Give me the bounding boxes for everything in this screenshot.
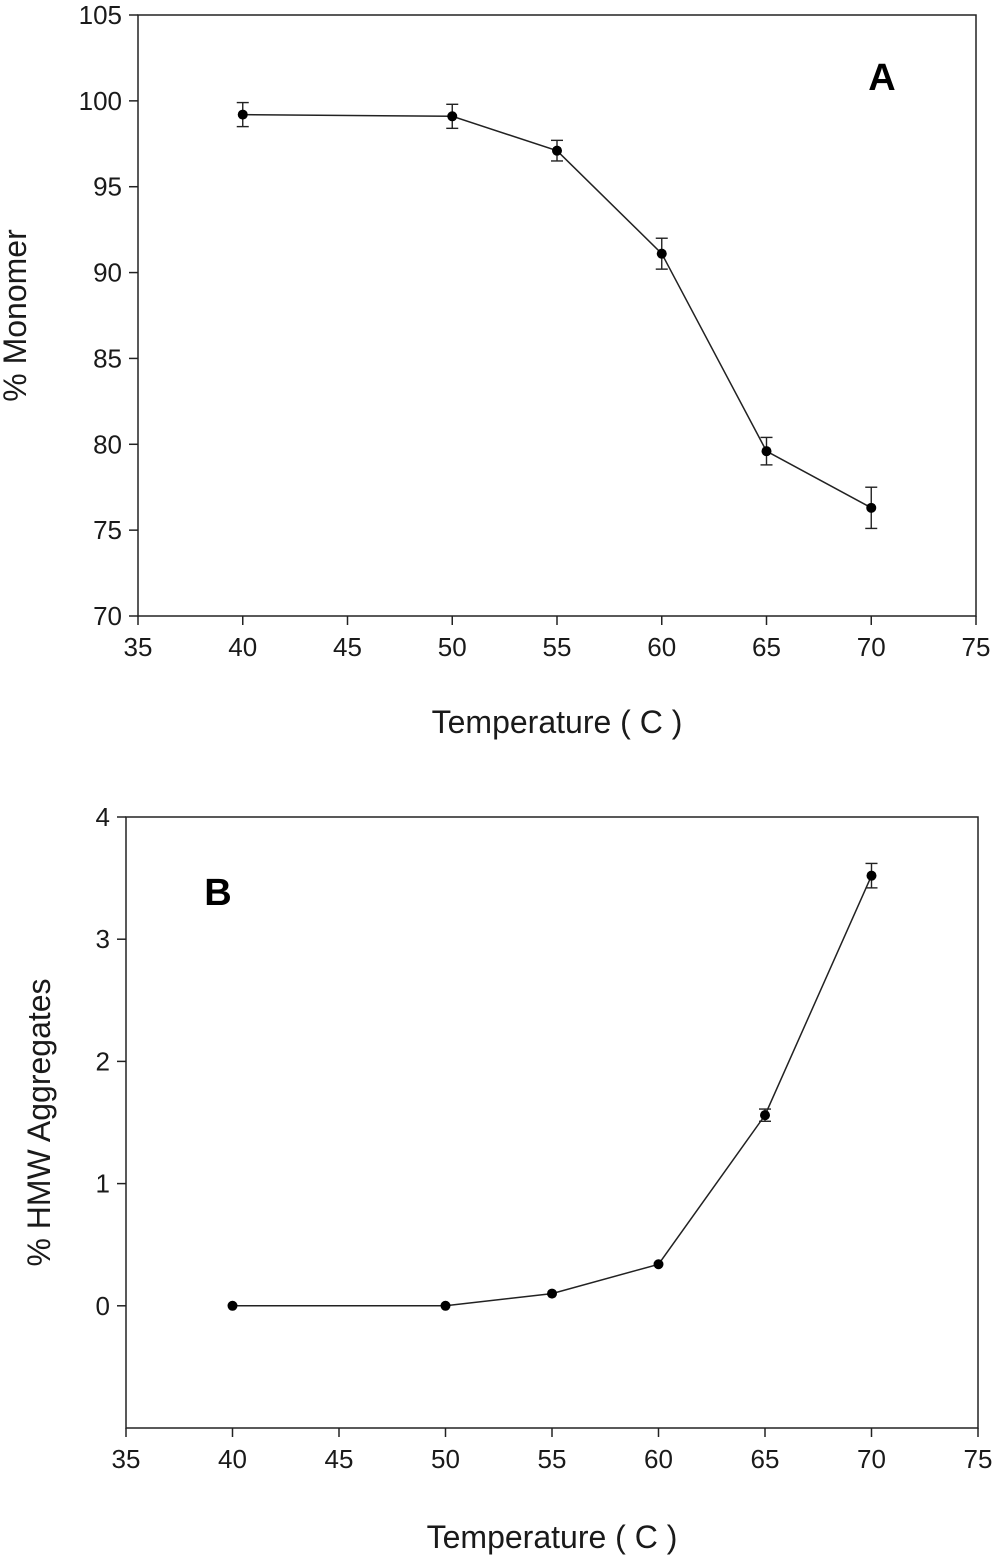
x-tick-label: 35: [124, 632, 153, 662]
y-tick-label: 105: [79, 0, 122, 30]
panel-label: B: [204, 872, 231, 914]
y-axis-title: % HMW Aggregates: [21, 978, 57, 1266]
x-tick-label: 55: [538, 1444, 567, 1474]
x-axis-title: Temperature ( C ): [427, 1519, 678, 1555]
x-tick-label: 55: [543, 632, 572, 662]
data-point: [547, 1288, 557, 1299]
series-line: [242, 113, 872, 509]
x-tick-label: 70: [857, 632, 886, 662]
x-tick-label: 45: [333, 632, 362, 662]
x-tick-label: 75: [964, 1444, 993, 1474]
x-tick-label: 70: [857, 1444, 886, 1474]
chart-panel-a: 35 40 45 50 55 60 65 70 75 70 75 80 85 90 95 100 105 Temp…: [0, 0, 990, 740]
y-tick-label: 75: [93, 515, 122, 545]
x-tick-label: 45: [325, 1444, 354, 1474]
x-tick-label: 75: [962, 632, 991, 662]
data-point: [866, 502, 877, 513]
y-tick-label: 0: [96, 1291, 110, 1321]
data-point: [656, 248, 667, 259]
y-tick-label: 85: [93, 343, 122, 373]
y-tick-label: 100: [79, 86, 122, 116]
data-point: [760, 1110, 770, 1121]
data-point: [653, 1259, 664, 1270]
chart-panel-b: 35 40 45 50 55 60 65 70 75 0 1 2 3 4 Temperature ( C )…: [21, 802, 992, 1555]
data-point: [761, 446, 772, 457]
x-tick-label: 50: [431, 1444, 460, 1474]
x-tick-label: 50: [438, 632, 467, 662]
y-tick-label: 1: [96, 1169, 110, 1199]
data-point: [440, 1300, 451, 1311]
y-tick-label: 80: [93, 429, 122, 459]
y-tick-label: 70: [93, 601, 122, 631]
x-tick-label: 60: [647, 632, 676, 662]
y-tick-label: 4: [96, 802, 110, 832]
x-tick-label: 60: [644, 1444, 673, 1474]
data-point: [866, 870, 877, 881]
x-tick-label: 40: [228, 632, 257, 662]
series-line: [232, 875, 873, 1307]
x-tick-label: 65: [752, 632, 781, 662]
x-tick-label: 40: [218, 1444, 247, 1474]
y-tick-label: 90: [93, 258, 122, 288]
y-tick-label: 95: [93, 172, 122, 202]
panel-label: A: [868, 57, 895, 99]
y-tick-label: 2: [96, 1046, 110, 1076]
x-tick-label: 35: [112, 1444, 141, 1474]
data-point: [552, 145, 562, 156]
x-tick-label: 65: [751, 1444, 780, 1474]
plot-frame: [137, 14, 977, 617]
y-tick-label: 3: [96, 924, 110, 954]
y-axis-title: % Monomer: [0, 229, 33, 402]
data-point: [227, 1300, 238, 1311]
data-point: [447, 111, 458, 122]
data-point: [237, 109, 248, 120]
x-axis-title: Temperature ( C ): [432, 704, 683, 740]
plot-frame: [125, 816, 979, 1429]
